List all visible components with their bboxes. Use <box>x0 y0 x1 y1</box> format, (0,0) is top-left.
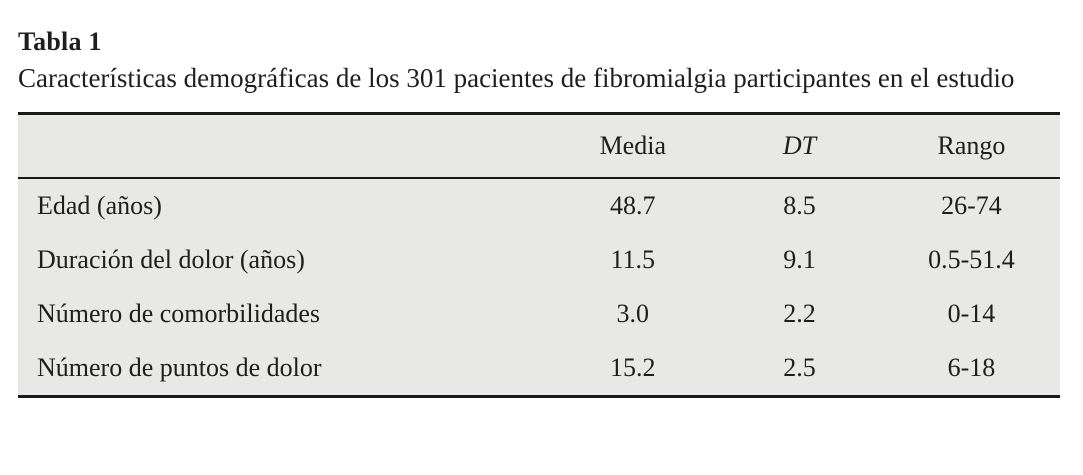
table-row-comorbilidades: Número de comorbilidades 3.0 2.2 0-14 <box>18 287 1060 341</box>
table-row-edad: Edad (años) 48.7 8.5 26-74 <box>18 178 1060 233</box>
cell-dt: 2.5 <box>783 353 816 382</box>
header-dt: DT <box>716 113 883 179</box>
cell-rango: 6-18 <box>947 353 996 382</box>
header-row-label-column <box>18 113 550 179</box>
header-media: Media <box>549 113 717 179</box>
cell-rango: 0.5-51.4 <box>928 245 1015 274</box>
cell-rango: 26-74 <box>941 191 1002 220</box>
cell-media: 15.2 <box>610 353 656 382</box>
cell-dt: 8.5 <box>783 191 816 220</box>
cell-media: 3.0 <box>616 299 650 328</box>
row-label: Número de comorbilidades <box>37 299 321 328</box>
table-caption: Características demográficas de los 301 … <box>18 63 1015 93</box>
header-rango: Rango <box>882 113 1060 179</box>
demographics-table: Media DT Rango Edad (años) 48.7 8.5 26-7… <box>18 112 1060 398</box>
row-label: Edad (años) <box>37 191 162 220</box>
table-label: Tabla 1 <box>18 27 102 56</box>
cell-media: 11.5 <box>610 245 656 274</box>
cell-rango: 0-14 <box>947 299 996 328</box>
row-label: Número de puntos de dolor <box>37 353 322 382</box>
cell-dt: 2.2 <box>783 299 816 328</box>
table-row-duracion-dolor: Duración del dolor (años) 11.5 9.1 0.5-5… <box>18 233 1060 287</box>
page: Tabla 1 Características demográficas de … <box>18 27 1060 398</box>
table-row-puntos-dolor: Número de puntos de dolor 15.2 2.5 6-18 <box>18 341 1060 397</box>
cell-dt: 9.1 <box>783 245 816 274</box>
table-header-row: Media DT Rango <box>18 113 1060 179</box>
cell-media: 48.7 <box>610 191 656 220</box>
row-label: Duración del dolor (años) <box>37 245 305 274</box>
